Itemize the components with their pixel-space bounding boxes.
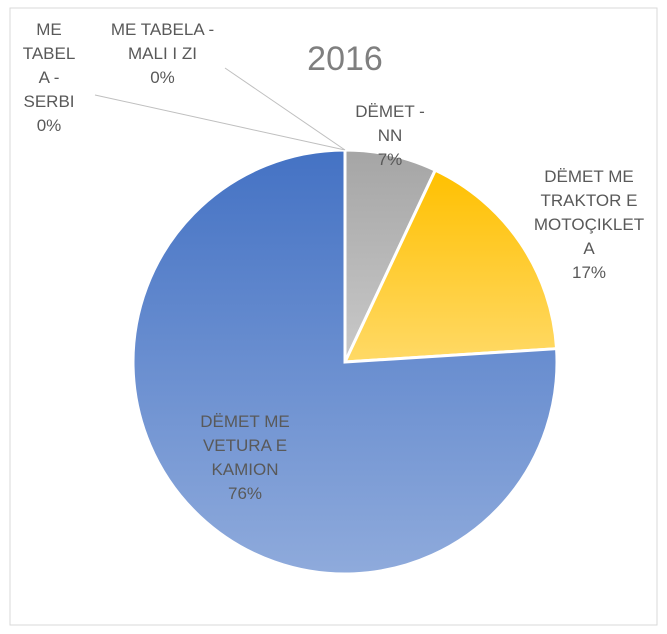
chart-title: 2016	[307, 40, 383, 78]
slice-label: ME TABELA - MALI I ZI	[110, 20, 215, 63]
slice-value-label: 0%	[36, 116, 62, 135]
leader-line	[224, 67, 346, 151]
slice-label: DËMET - NN	[355, 102, 425, 145]
slice-value-label: 7%	[377, 150, 403, 169]
slice-label: DËMET ME TRAKTOR E MOTOÇIKLETA	[533, 167, 645, 258]
slice-label: ME TABELA - SERBI	[22, 20, 76, 111]
slice-value-label: 76%	[227, 484, 263, 503]
pie-slice	[342, 168, 559, 364]
leader-line	[94, 94, 346, 151]
pie-slice	[131, 148, 559, 576]
slice-value-label: 0%	[150, 68, 175, 87]
slice-label: DËMET ME VETURA E KAMION	[200, 412, 290, 479]
slice-value-label: 17%	[571, 263, 607, 282]
